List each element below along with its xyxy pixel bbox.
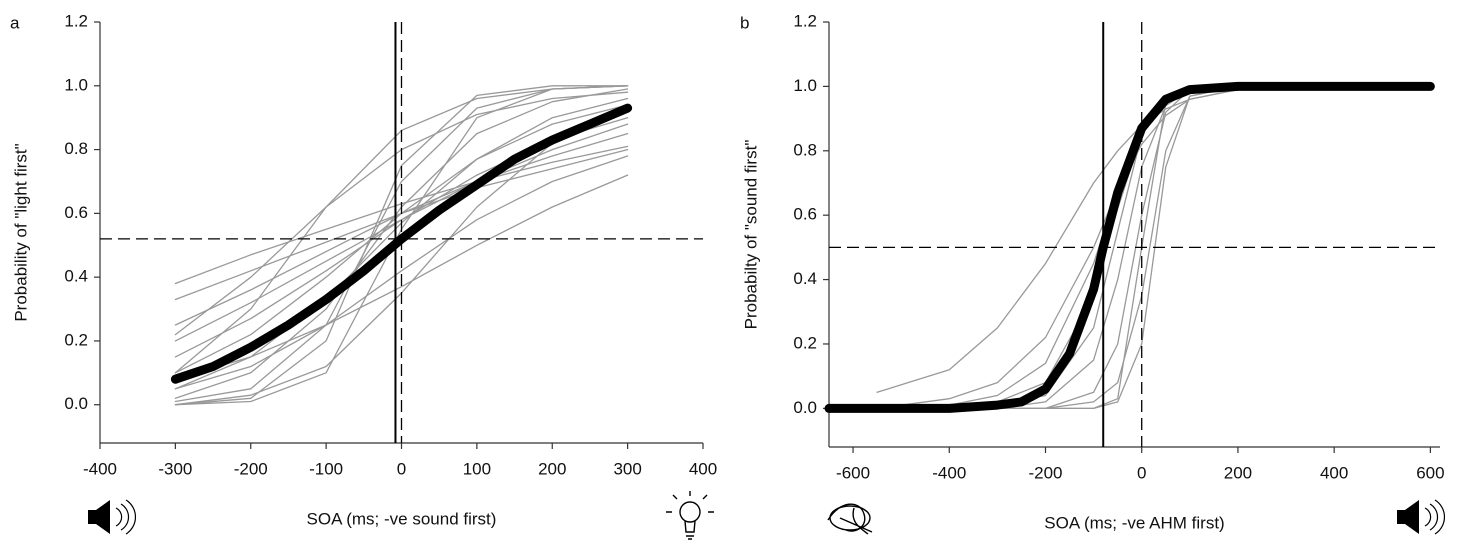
curve [948,85,1287,406]
panel: a 0.0 0.2 0.4 0.6 0.8 1.0 1.2 -400 -300 -200 -100 0 1… [10,11,717,528]
y-tick-label: 0.2 [793,333,817,352]
speaker-icon [88,499,136,535]
x-tick-label: 200 [1224,463,1252,482]
y-tick-label: 1.0 [793,76,817,95]
bulb-icon [666,491,714,540]
x-tick-label: 100 [463,459,491,478]
x-tick-label: 200 [538,459,566,478]
x-tick-label: -300 [158,459,192,478]
y-tick-label: 0.0 [64,394,88,413]
y-tick-label: 0.0 [793,398,817,417]
x-tick-label: 400 [689,459,717,478]
curve [876,85,1287,393]
x-tick-label: -400 [932,463,966,482]
x-tick-label: 300 [613,459,641,478]
curve [174,174,629,380]
y-tick-label: 0.6 [64,203,88,222]
x-tick-label: -200 [1028,463,1062,482]
x-tick-label: 600 [1416,463,1444,482]
x-tick-label: 0 [397,459,406,478]
y-axis-label: Probability of "light first" [11,143,30,321]
x-tick-label: 400 [1320,463,1348,482]
y-tick-label: 0.6 [793,205,817,224]
x-tick-label: 0 [1137,463,1146,482]
y-tick-label: 0.8 [793,140,817,159]
x-tick-label: -600 [836,463,870,482]
y-tick-label: 0.2 [64,330,88,349]
y-tick-label: 1.0 [64,75,88,94]
y-axis-label: Probabilty of "sound first" [741,140,760,330]
x-tick-label: -200 [234,459,268,478]
speaker-icon [1397,499,1445,535]
panel-label: b [740,13,749,32]
x-axis-label: SOA (ms; -ve AHM first) [1044,513,1224,532]
y-tick-label: 0.4 [793,269,817,288]
y-tick-label: 0.4 [64,267,88,286]
y-tick-label: 1.2 [793,11,817,30]
curve [174,155,629,390]
y-tick-label: 0.8 [64,139,88,158]
x-tick-label: -400 [83,459,117,478]
curve [174,85,629,406]
x-tick-label: -100 [309,459,343,478]
ahm-icon [827,503,873,535]
panel-label: a [10,13,20,32]
x-axis-label: SOA (ms; -ve sound first) [307,509,497,528]
panel: b 0.0 0.2 0.4 0.6 0.8 1.0 1.2 -600 -400 -200 0 200 40… [740,11,1445,532]
y-tick-label: 1.2 [64,11,88,30]
